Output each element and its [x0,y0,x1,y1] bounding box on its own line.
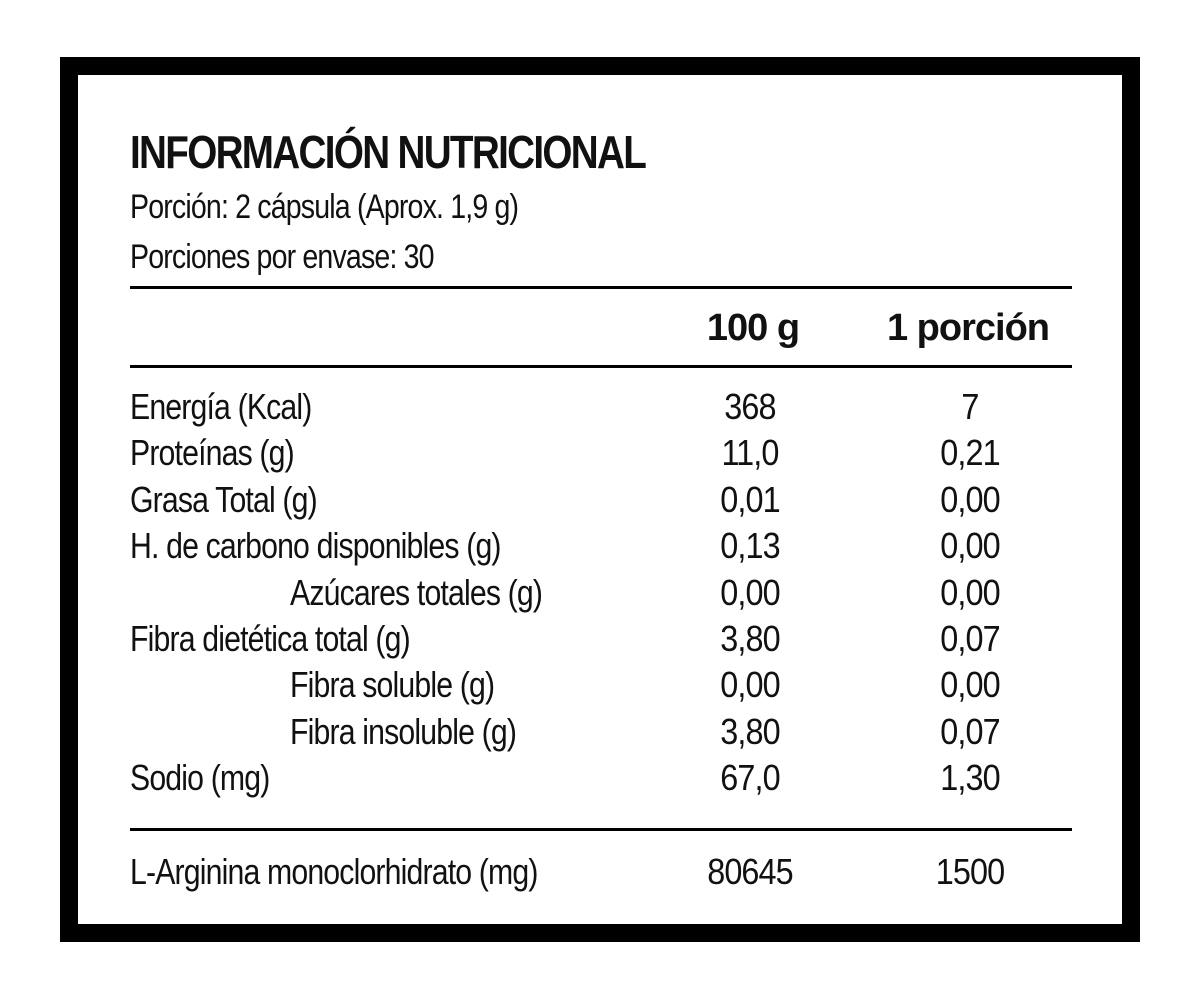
divider-header [130,365,1072,368]
value-per-100g: 67,0 [720,757,780,799]
nutrient-name: H. de carbono disponibles (g) [130,525,502,567]
nutrition-title: INFORMACIÓN NUTRICIONAL [130,126,647,178]
nutrient-row: Fibra insoluble (g) 3,80 0,07 [130,707,1072,753]
value-per-portion: 0,00 [940,525,1000,567]
nutrient-name: Fibra soluble (g) [290,664,495,706]
value-per-portion: 0,00 [940,664,1000,706]
nutrient-row: Sodio (mg) 67,0 1,30 [130,753,1072,799]
value-per-100g: 0,01 [720,478,780,520]
value-per-100g: 0,13 [720,525,780,567]
value-per-portion: 0,07 [940,710,1000,752]
nutrient-name: Fibra insoluble (g) [290,710,517,752]
nutrient-row: Fibra soluble (g) 0,00 0,00 [130,660,1072,706]
nutrient-table: Energía (Kcal) 368 7 Proteínas (g) 11,0 0,21 G… [130,382,1072,800]
value-per-portion: 0,00 [940,478,1000,520]
nutrient-name: L-Arginina monoclorhidrato (mg) [130,851,538,892]
value-per-portion: 7 [961,386,979,427]
serving-size: Porción: 2 cápsula (Aprox. 1,9 g) [130,188,519,226]
nutrient-name: Azúcares totales (g) [290,571,543,613]
value-per-portion: 1,30 [940,757,1000,799]
value-per-100g: 11,0 [721,432,779,474]
value-per-100g: 80645 [707,851,793,892]
value-per-100g: 368 [724,386,776,427]
divider-bottom [130,828,1072,831]
nutrient-row: Grasa Total (g) 0,01 0,00 [130,475,1072,521]
nutrient-name: Sodio (mg) [130,757,270,799]
value-per-portion: 1500 [935,851,1005,892]
nutrient-name: Grasa Total (g) [130,478,318,520]
divider-top [130,286,1072,289]
value-per-100g: 3,80 [720,710,780,752]
nutrient-row: Proteínas (g) 11,0 0,21 [130,428,1072,474]
value-per-100g: 3,80 [720,617,780,659]
nutrient-row: Energía (Kcal) 368 7 [130,382,1072,428]
value-per-portion: 0,00 [940,571,1000,613]
footer-row: L-Arginina monoclorhidrato (mg) 80645 15… [130,847,1072,897]
column-header-100g: 100 g [706,307,800,349]
value-per-portion: 0,21 [940,432,1000,474]
value-per-portion: 0,07 [940,617,1000,659]
value-per-100g: 0,00 [720,664,780,706]
nutrient-row: Fibra dietética total (g) 3,80 0,07 [130,614,1072,660]
value-per-100g: 0,00 [720,571,780,613]
nutrient-row: H. de carbono disponibles (g) 0,13 0,00 [130,521,1072,567]
nutrient-name: Fibra dietética total (g) [130,617,411,659]
servings-per-container: Porciones por envase: 30 [130,238,435,276]
nutrition-facts-panel: INFORMACIÓN NUTRICIONAL Porción: 2 cápsu… [60,57,1140,942]
nutrient-name: Energía (Kcal) [130,386,312,427]
nutrient-row: Azúcares totales (g) 0,00 0,00 [130,568,1072,614]
column-header-portion: 1 porción [886,307,1050,349]
nutrient-name: Proteínas (g) [130,432,295,474]
